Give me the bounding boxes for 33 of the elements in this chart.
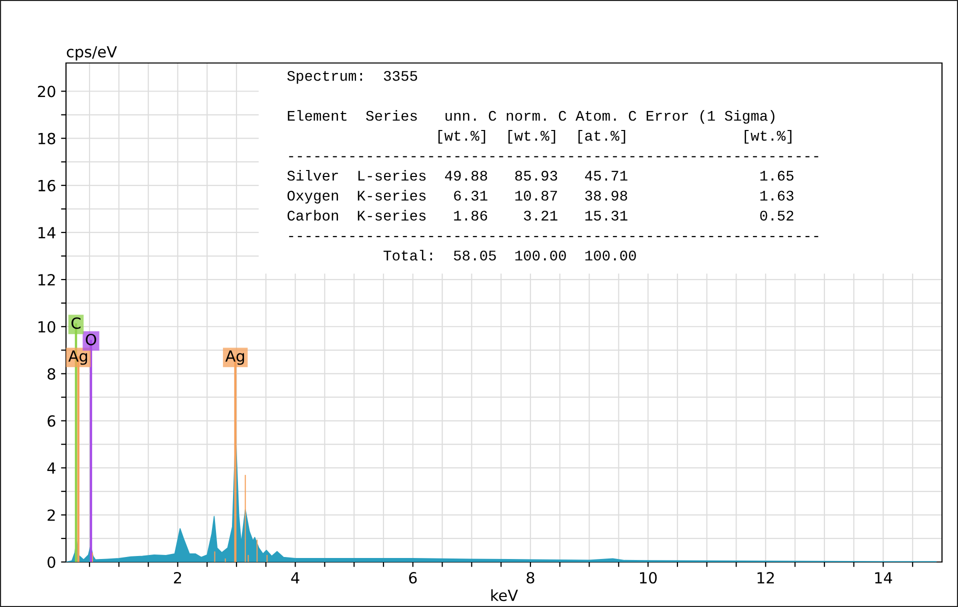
y-tick-label: 14	[38, 227, 56, 238]
y-tick-label: 2	[48, 509, 55, 521]
y-tick-label: 8	[48, 368, 56, 380]
x-tick-label: 10	[640, 572, 657, 584]
y-tick-label: 0	[48, 556, 56, 568]
ref-line-label: Ag	[68, 350, 88, 365]
x-axis-title: keV	[491, 589, 518, 602]
annotation: Total: 58.05 100.00 100.00	[384, 250, 636, 261]
ref-line-label: C	[72, 317, 80, 329]
x-tick-label: 4	[291, 572, 300, 584]
x-tick-label: 12	[758, 572, 774, 584]
annotation: Element Series unn. C norm. C Atom. C Error (1 Sigma)	[288, 110, 774, 124]
y-tick-label: 4	[47, 462, 56, 474]
x-tick-label: 2	[174, 572, 182, 584]
annotation: Spectrum: 3355	[287, 70, 418, 84]
x-tick-label: 6	[409, 572, 417, 584]
ref-line-label: Ag	[225, 350, 244, 365]
y-tick-label: 12	[38, 274, 55, 286]
x-tick-label: 8	[526, 572, 534, 584]
ref-line-label: O	[86, 334, 96, 346]
annotation: -------------------------------------------------------------	[289, 236, 818, 238]
x-tick-label: 14	[875, 572, 892, 584]
y-tick-label: 10	[38, 321, 56, 333]
annotation: -------------------------------------------------------------	[289, 156, 818, 158]
y-axis-title: cps/eV	[66, 46, 117, 61]
y-tick-label: 6	[48, 415, 56, 427]
y-tick-label: 20	[38, 86, 56, 98]
annotation: [wt.%] [wt.%] [at.%] [wt.%]	[438, 130, 792, 144]
annotation: Silver L-series 49.88 85.93 45.71 1.65	[287, 170, 794, 181]
y-tick-label: 16	[38, 180, 56, 192]
y-tick-label: 18	[38, 132, 56, 144]
annotation: Carbon K-series 1.86 3.21 15.31 0.52	[288, 210, 794, 221]
annotation: Oxygen K-series 6.31 10.87 38.98 1.63	[287, 190, 794, 204]
